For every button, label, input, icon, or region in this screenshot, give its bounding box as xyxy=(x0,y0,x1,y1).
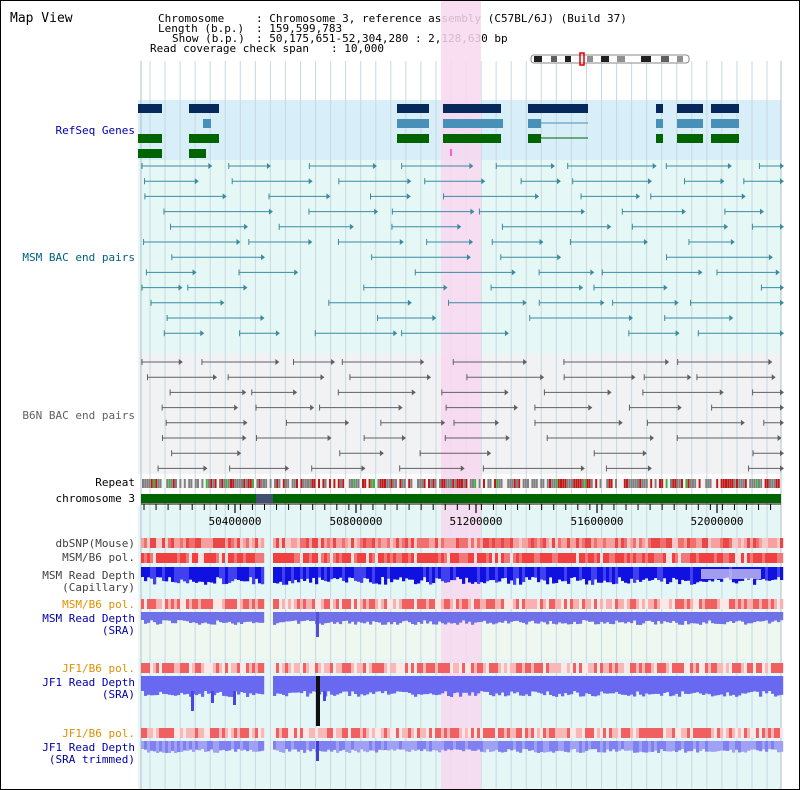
gene-exon xyxy=(397,119,429,128)
gene-exon xyxy=(677,104,703,113)
repeat-track[interactable] xyxy=(142,479,780,488)
track-label-chromosome: chromosome 3 xyxy=(55,492,135,505)
track-label-msm-depth-capillary: MSM Read Depth (Capillary) xyxy=(42,569,135,594)
span-value: : 10,000 xyxy=(331,42,384,55)
gene-exon xyxy=(443,104,501,113)
position-axis: 50400000 50800000 51200000 51600000 52000000 xyxy=(141,503,781,528)
gene-exon xyxy=(397,134,429,143)
track-label-msm-depth-sra: MSM Read Depth (SRA) xyxy=(42,612,135,637)
track-label-msm-b6-pol-1: MSM/B6 pol. xyxy=(62,551,135,564)
gene-exon xyxy=(443,119,503,128)
gene-exon xyxy=(397,104,429,113)
gene-exon xyxy=(711,104,739,113)
ideogram-position-marker xyxy=(579,52,585,66)
gene-exon xyxy=(656,104,663,113)
highlight-region[interactable] xyxy=(441,1,481,789)
gene-exon xyxy=(528,104,588,113)
track-label-b6n-bac: B6N BAC end pairs xyxy=(22,409,135,422)
axis-tick-label: 50800000 xyxy=(330,515,383,528)
gene-exon xyxy=(138,149,162,158)
depth-spike xyxy=(316,676,320,726)
gene-exon xyxy=(711,119,739,128)
span-key: Read coverage check span xyxy=(150,42,309,55)
track-label-jf1-b6-pol-2: JF1/B6 pol. xyxy=(62,727,135,740)
track-label-jf1-depth-sra: JF1 Read Depth (SRA) xyxy=(42,676,135,701)
gene-exon xyxy=(656,119,663,128)
gene-exon xyxy=(677,134,703,143)
refseq-genes-track[interactable] xyxy=(138,104,739,158)
show-key: Show (b.p.) xyxy=(172,32,245,45)
page-title: Map View xyxy=(10,11,73,26)
chromosome-ideogram[interactable] xyxy=(530,52,690,66)
msm-bac-pairs-track[interactable] xyxy=(141,163,784,337)
track-label-refseq: RefSeq Genes xyxy=(55,124,135,137)
gene-exon xyxy=(189,134,219,143)
axis-tick-label: 51200000 xyxy=(450,515,503,528)
b6n-bac-pairs-track[interactable] xyxy=(141,359,784,472)
gene-exon xyxy=(138,134,162,143)
length-key: Length (b.p.) xyxy=(158,22,245,35)
length-value: : 159,599,783 xyxy=(256,22,343,35)
track-label-msm-b6-pol-2: MSM/B6 pol. xyxy=(62,598,135,611)
gene-exon xyxy=(677,119,703,128)
gene-exon xyxy=(443,134,501,143)
gene-exon xyxy=(138,104,162,113)
gene-exon xyxy=(189,104,219,113)
axis-tick-label: 52000000 xyxy=(691,515,744,528)
gene-exon xyxy=(528,119,541,128)
axis-tick-label: 51600000 xyxy=(571,515,624,528)
gene-exon xyxy=(528,134,541,143)
track-label-dbsnp: dbSNP(Mouse) xyxy=(55,537,135,550)
chromosome-segment xyxy=(141,494,781,503)
heat-tracks[interactable] xyxy=(141,538,784,761)
track-label-msm-bac: MSM BAC end pairs xyxy=(22,251,135,264)
chromosome-bar[interactable] xyxy=(141,494,781,503)
axis-tick-label: 50400000 xyxy=(209,515,262,528)
gene-exon xyxy=(711,134,739,143)
gene-exon xyxy=(189,149,206,158)
track-label-repeat: Repeat xyxy=(95,476,135,489)
track-label-jf1-b6-pol-1: JF1/B6 pol. xyxy=(62,662,135,675)
gene-exon xyxy=(203,119,211,128)
gene-exon xyxy=(656,134,663,143)
chromosome-key: Chromosome xyxy=(158,12,225,25)
track-label-jf1-depth-trimmed: JF1 Read Depth (SRA trimmed) xyxy=(42,741,135,766)
